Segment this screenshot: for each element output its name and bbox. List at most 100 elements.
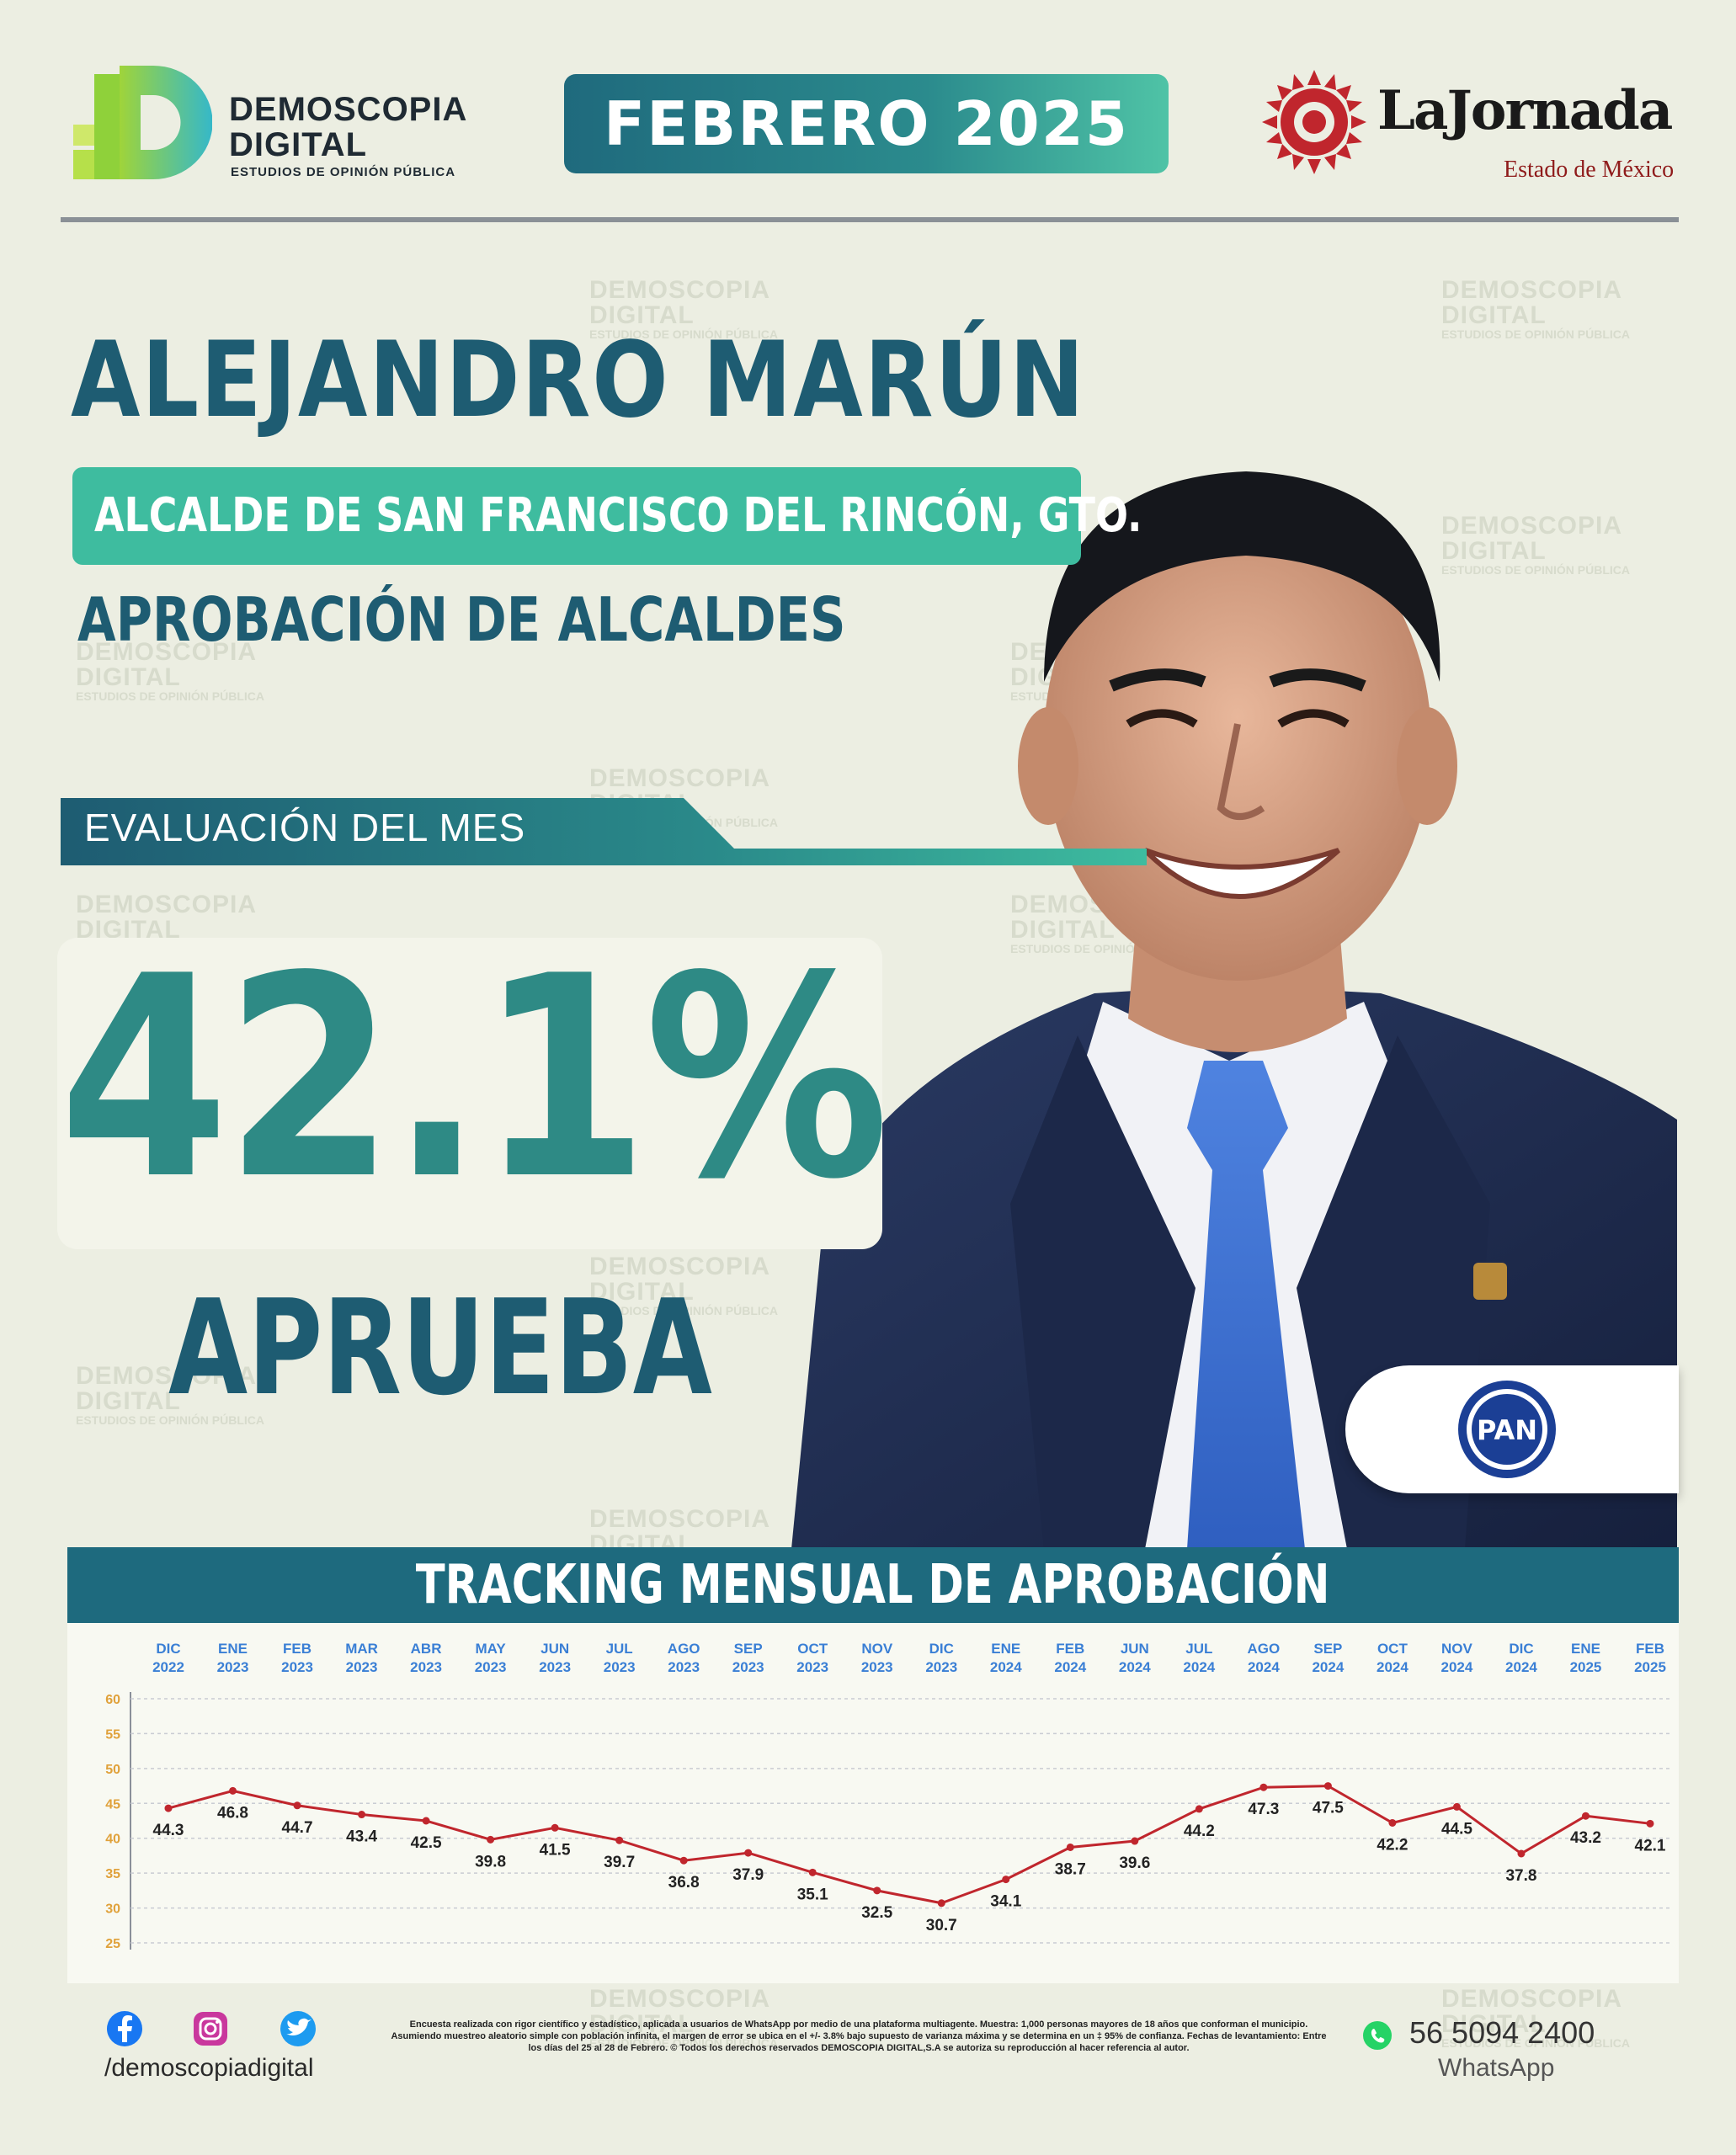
data-point xyxy=(551,1823,559,1832)
watermark-line-2: DIGITAL xyxy=(1441,537,1547,565)
approval-value: 42.1% xyxy=(59,917,889,1240)
data-label: 32.5 xyxy=(861,1904,892,1922)
logo-d-mark xyxy=(73,66,212,179)
watermark-line-1: DEMOSCOPIA xyxy=(589,1505,771,1533)
period-badge: FEBRERO 2025 xyxy=(564,74,1169,173)
x-tick-label-month: JUL xyxy=(606,1641,633,1657)
whatsapp-icon[interactable] xyxy=(1362,2020,1393,2051)
data-point xyxy=(422,1817,430,1825)
data-point xyxy=(1452,1802,1461,1811)
person-name: ALEJANDRO MARÚN xyxy=(71,320,1086,441)
facebook-icon[interactable] xyxy=(107,2011,142,2046)
watermark-tagline: ESTUDIOS DE OPINIÓN PÚBLICA xyxy=(1441,563,1631,577)
x-tick-label-month: OCT xyxy=(797,1641,828,1657)
x-tick-label-year: 2023 xyxy=(861,1659,893,1675)
x-tick-label-month: FEB xyxy=(283,1641,312,1657)
twitter-icon[interactable] xyxy=(280,2011,316,2046)
x-tick-label-month: MAY xyxy=(475,1641,506,1657)
la-jornada-logo: LaJornada Estado de México xyxy=(1259,67,1680,185)
data-point xyxy=(487,1835,495,1844)
x-tick-label-month: MAR xyxy=(345,1641,378,1657)
data-point xyxy=(1002,1876,1010,1884)
social-handle[interactable]: /demoscopiadigital xyxy=(104,2054,314,2082)
x-tick-label-year: 2023 xyxy=(475,1659,507,1675)
watermark-line-2: DIGITAL xyxy=(76,663,181,691)
party-name: PAN xyxy=(1477,1414,1537,1446)
data-point xyxy=(293,1801,301,1810)
y-tick-label: 45 xyxy=(105,1797,120,1812)
pan-party-logo: PAN xyxy=(1458,1381,1556,1478)
person-office: ALCALDE DE SAN FRANCISCO DEL RINCÓN, GTO… xyxy=(72,467,1142,565)
eval-label: EVALUACIÓN DEL MES xyxy=(84,806,526,849)
data-point xyxy=(1323,1782,1332,1791)
phone-label: WhatsApp xyxy=(1438,2054,1555,2082)
office-text: ALCALDE DE SAN FRANCISCO DEL RINCÓN, GTO… xyxy=(94,488,1142,543)
approval-panel xyxy=(57,938,882,1249)
methodology-note: Encuesta realizada con rigor científico … xyxy=(391,2019,1327,2053)
data-point xyxy=(937,1899,945,1908)
watermark-line-1: DEMOSCOPIA xyxy=(589,1985,771,2013)
social-icons xyxy=(107,2011,316,2046)
x-tick-label-month: SEP xyxy=(1313,1641,1342,1657)
x-tick-label-year: 2023 xyxy=(732,1659,764,1675)
watermark-line-1: DEMOSCOPIA xyxy=(589,1253,771,1280)
x-tick-label-year: 2024 xyxy=(1119,1659,1151,1675)
data-label: 41.5 xyxy=(540,1841,571,1859)
data-label: 30.7 xyxy=(926,1917,957,1934)
x-tick-label-month: ABR xyxy=(411,1641,442,1657)
watermark-line-1: DEMOSCOPIA xyxy=(589,276,771,304)
x-tick-label-year: 2024 xyxy=(1183,1659,1215,1675)
x-tick-label-month: OCT xyxy=(1377,1641,1409,1657)
x-tick-label-month: ENE xyxy=(1571,1641,1600,1657)
watermark-line-1: DEMOSCOPIA xyxy=(76,1362,258,1390)
x-tick-label-year: 2024 xyxy=(1248,1659,1280,1675)
watermark-line-1: DEMOSCOPIA xyxy=(1441,276,1623,304)
eval-banner xyxy=(61,798,1147,865)
watermark-line-2: DIGITAL xyxy=(589,1278,695,1306)
watermark-tagline: ESTUDIOS DE OPINIÓN PÚBLICA xyxy=(589,327,779,341)
x-tick-label-year: 2023 xyxy=(604,1659,636,1675)
partner-name: LaJornada xyxy=(1377,79,1673,142)
x-tick-label-year: 2023 xyxy=(410,1659,442,1675)
data-label: 44.2 xyxy=(1184,1822,1215,1840)
x-tick-label-month: DIC xyxy=(156,1641,180,1657)
x-tick-label-year: 2024 xyxy=(990,1659,1022,1675)
brand-line-1: DEMOSCOPIA xyxy=(229,91,468,128)
x-tick-label-month: AGO xyxy=(1248,1641,1281,1657)
x-tick-label-year: 2024 xyxy=(1505,1659,1537,1675)
y-tick-label: 35 xyxy=(105,1867,120,1881)
instagram-icon[interactable] xyxy=(194,2012,227,2046)
data-point xyxy=(1131,1837,1139,1845)
x-tick-label-year: 2023 xyxy=(925,1659,957,1675)
data-point xyxy=(229,1786,237,1795)
demoscopia-logo: DEMOSCOPIA DIGITAL ESTUDIOS DE OPINIÓN P… xyxy=(69,66,473,184)
x-tick-label-year: 2023 xyxy=(796,1659,828,1675)
watermark-tagline: ESTUDIOS DE OPINIÓN PÚBLICA xyxy=(1441,2036,1631,2050)
x-tick-label-month: NOV xyxy=(1441,1641,1473,1657)
data-label: 43.4 xyxy=(346,1828,377,1846)
x-tick-label-year: 2024 xyxy=(1312,1659,1344,1675)
x-tick-label-month: DIC xyxy=(1509,1641,1533,1657)
data-label: 42.2 xyxy=(1377,1836,1408,1854)
phone-number[interactable]: 56 5094 2400 xyxy=(1409,2015,1595,2050)
watermark-line-1: DEMOSCOPIA xyxy=(76,638,258,666)
data-point xyxy=(1646,1819,1654,1828)
x-tick-label-year: 2024 xyxy=(1377,1659,1409,1675)
data-label: 47.3 xyxy=(1248,1801,1279,1818)
x-tick-label-year: 2023 xyxy=(217,1659,249,1675)
x-tick-label-year: 2025 xyxy=(1634,1659,1666,1675)
x-tick-label-year: 2023 xyxy=(539,1659,571,1675)
chart-title-banner: TRACKING MENSUAL DE APROBACIÓN xyxy=(67,1547,1679,1623)
data-label: 34.1 xyxy=(990,1893,1021,1911)
watermark-tagline: ESTUDIOS DE OPINIÓN PÚBLICA xyxy=(589,2036,779,2050)
watermark-tagline: ESTUDIOS DE OPINIÓN PÚBLICA xyxy=(76,689,265,703)
data-point xyxy=(358,1811,366,1819)
watermark-tagline: ESTUDIOS DE OPINIÓN PÚBLICA xyxy=(1441,327,1631,341)
data-point xyxy=(1259,1783,1268,1791)
